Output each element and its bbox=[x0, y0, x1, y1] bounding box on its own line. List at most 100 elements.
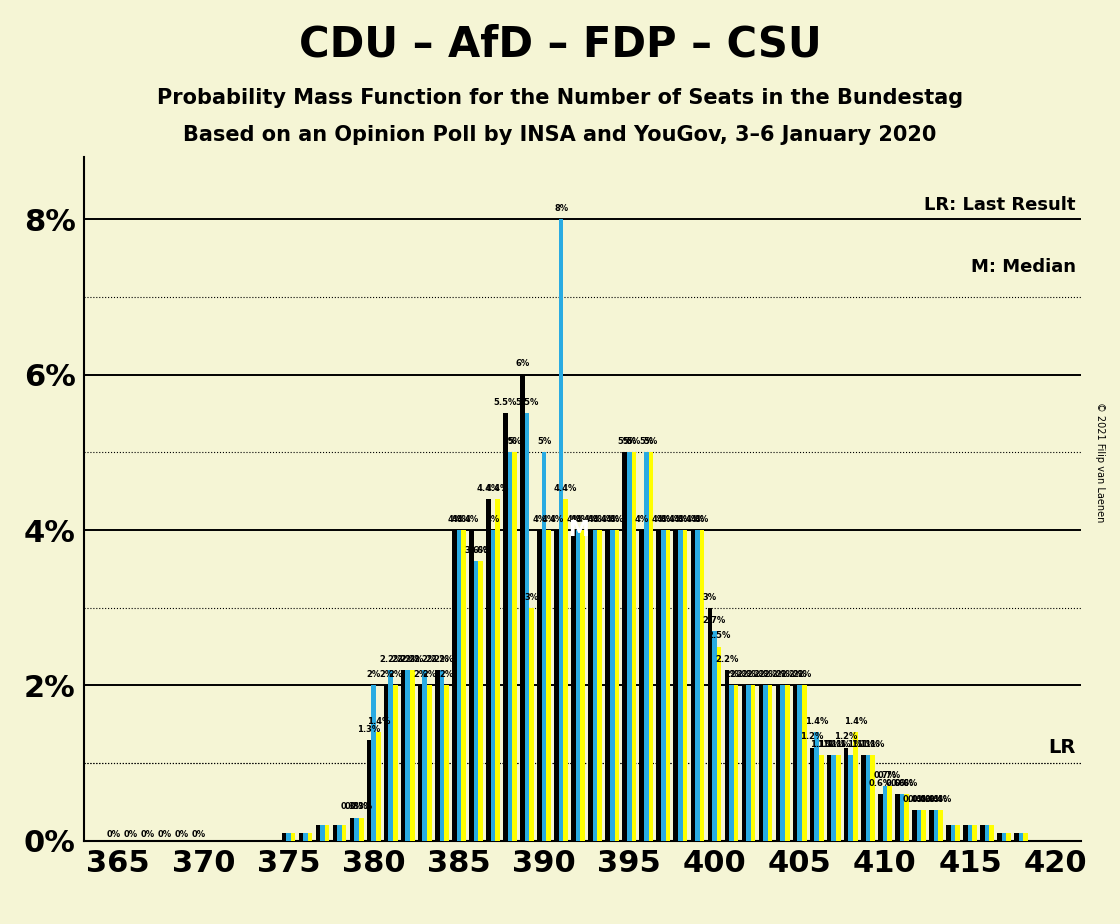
Text: 1.1%: 1.1% bbox=[851, 740, 875, 749]
Text: 2%: 2% bbox=[439, 670, 454, 679]
Text: 2%: 2% bbox=[725, 670, 738, 679]
Text: 1.1%: 1.1% bbox=[810, 740, 833, 749]
Bar bbox=[287, 833, 291, 841]
Bar bbox=[673, 530, 678, 841]
Text: 0.6%: 0.6% bbox=[890, 779, 914, 788]
Bar bbox=[299, 833, 304, 841]
Text: 2.2%: 2.2% bbox=[396, 655, 419, 663]
Bar bbox=[934, 809, 939, 841]
Bar bbox=[768, 686, 773, 841]
Text: 1.4%: 1.4% bbox=[805, 717, 829, 726]
Bar bbox=[495, 499, 500, 841]
Bar bbox=[627, 453, 632, 841]
Bar bbox=[989, 825, 993, 841]
Text: 5%: 5% bbox=[503, 437, 517, 446]
Bar bbox=[712, 631, 717, 841]
Text: 2%: 2% bbox=[366, 670, 381, 679]
Bar bbox=[452, 530, 457, 841]
Text: 2.2%: 2.2% bbox=[413, 655, 437, 663]
Bar bbox=[951, 825, 955, 841]
Text: 0.6%: 0.6% bbox=[869, 779, 892, 788]
Bar bbox=[405, 670, 410, 841]
Bar bbox=[843, 748, 849, 841]
Text: 1.3%: 1.3% bbox=[357, 724, 381, 734]
Text: 0%: 0% bbox=[192, 830, 206, 839]
Text: 2%: 2% bbox=[741, 670, 756, 679]
Bar bbox=[785, 686, 790, 841]
Bar bbox=[939, 809, 943, 841]
Bar bbox=[763, 686, 768, 841]
Text: 2.2%: 2.2% bbox=[426, 655, 449, 663]
Bar bbox=[623, 453, 627, 841]
Text: 4%: 4% bbox=[673, 515, 688, 524]
Text: 1.2%: 1.2% bbox=[801, 733, 824, 741]
Bar bbox=[571, 530, 576, 841]
Text: 5.5%: 5.5% bbox=[515, 398, 539, 407]
Bar bbox=[866, 756, 870, 841]
Bar bbox=[661, 530, 665, 841]
Text: 3.6%: 3.6% bbox=[465, 546, 487, 555]
Bar bbox=[700, 530, 704, 841]
Text: 2%: 2% bbox=[758, 670, 773, 679]
Text: 5%: 5% bbox=[617, 437, 632, 446]
Text: 0%: 0% bbox=[175, 830, 188, 839]
Bar bbox=[474, 561, 478, 841]
Bar bbox=[861, 756, 866, 841]
Text: 4%: 4% bbox=[592, 515, 607, 524]
Text: 2.2%: 2.2% bbox=[716, 655, 738, 663]
Text: 3.6%: 3.6% bbox=[469, 546, 492, 555]
Bar bbox=[342, 825, 346, 841]
Text: 2%: 2% bbox=[737, 670, 752, 679]
Text: 4%: 4% bbox=[571, 515, 586, 524]
Text: LR: LR bbox=[1048, 738, 1075, 757]
Bar bbox=[887, 786, 892, 841]
Text: 4%: 4% bbox=[451, 515, 466, 524]
Text: 0.3%: 0.3% bbox=[340, 802, 364, 811]
Bar bbox=[922, 809, 926, 841]
Bar bbox=[955, 825, 960, 841]
Text: 2%: 2% bbox=[793, 670, 806, 679]
Text: 2.2%: 2.2% bbox=[379, 655, 402, 663]
Bar bbox=[725, 670, 729, 841]
Bar bbox=[729, 686, 734, 841]
Bar bbox=[819, 756, 823, 841]
Bar bbox=[963, 825, 968, 841]
Text: 3%: 3% bbox=[524, 592, 539, 602]
Bar bbox=[853, 732, 858, 841]
Bar bbox=[320, 825, 325, 841]
Text: 4%: 4% bbox=[661, 515, 675, 524]
Text: 3%: 3% bbox=[702, 592, 717, 602]
Bar bbox=[503, 413, 507, 841]
Bar bbox=[354, 818, 358, 841]
Bar bbox=[304, 833, 308, 841]
Text: 5%: 5% bbox=[644, 437, 659, 446]
Text: 4%: 4% bbox=[635, 515, 648, 524]
Text: 0.4%: 0.4% bbox=[924, 795, 948, 804]
Bar bbox=[912, 809, 916, 841]
Text: 4%: 4% bbox=[532, 515, 547, 524]
Text: 2%: 2% bbox=[788, 670, 802, 679]
Text: 4.4%: 4.4% bbox=[486, 484, 510, 492]
Bar bbox=[427, 686, 431, 841]
Text: 8%: 8% bbox=[554, 204, 568, 213]
Text: 5.5%: 5.5% bbox=[494, 398, 517, 407]
Text: 2%: 2% bbox=[413, 670, 428, 679]
Bar bbox=[831, 756, 836, 841]
Bar bbox=[849, 756, 853, 841]
Bar bbox=[542, 453, 547, 841]
Bar bbox=[827, 756, 831, 841]
Bar bbox=[422, 670, 427, 841]
Bar bbox=[372, 686, 376, 841]
Bar bbox=[486, 499, 491, 841]
Bar bbox=[750, 686, 755, 841]
Text: 5%: 5% bbox=[640, 437, 653, 446]
Text: 4%: 4% bbox=[678, 515, 692, 524]
Bar bbox=[597, 530, 603, 841]
Bar bbox=[291, 833, 296, 841]
Bar bbox=[461, 530, 466, 841]
Bar bbox=[588, 530, 592, 841]
Text: 4%: 4% bbox=[567, 515, 580, 524]
Bar bbox=[741, 686, 746, 841]
Bar bbox=[632, 453, 636, 841]
Bar bbox=[576, 530, 580, 841]
